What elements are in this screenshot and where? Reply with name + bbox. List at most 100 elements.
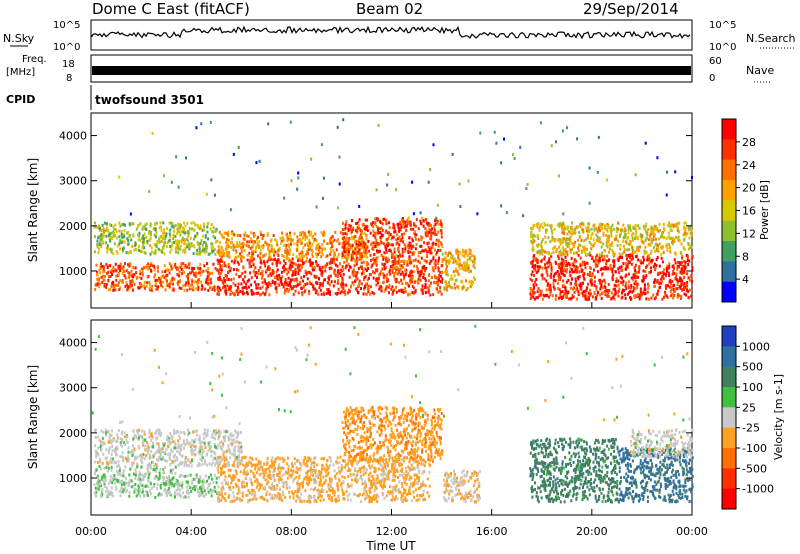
- data-cell: [224, 450, 227, 454]
- data-cell: [631, 233, 633, 237]
- data-cell: [313, 287, 316, 291]
- data-cell: [383, 251, 386, 255]
- power-data: [93, 118, 694, 301]
- data-cell: [605, 241, 608, 245]
- data-cell: [297, 269, 300, 273]
- data-cell: [411, 290, 414, 294]
- data-cell: [245, 291, 248, 295]
- data-cell: [380, 235, 383, 239]
- data-cell: [685, 221, 687, 225]
- data-cell: [425, 267, 428, 270]
- data-cell: [259, 286, 262, 290]
- data-cell: [199, 242, 202, 245]
- data-cell: [582, 245, 585, 249]
- data-cell: [602, 231, 605, 235]
- data-cell: [127, 446, 130, 450]
- data-cell: [217, 269, 220, 273]
- data-cell: [119, 279, 122, 283]
- data-cell: [291, 257, 294, 261]
- data-cell: [555, 248, 558, 251]
- data-cell: [160, 431, 163, 435]
- data-cell: [164, 237, 167, 241]
- data-cell: [127, 285, 130, 289]
- data-cell: [404, 268, 407, 272]
- data-cell: [347, 262, 350, 266]
- data-cell: [610, 230, 613, 234]
- data-cell: [630, 229, 632, 233]
- data-cell: [364, 250, 367, 254]
- data-cell: [641, 235, 643, 239]
- data-cell: [537, 267, 540, 271]
- data-cell: [190, 449, 193, 453]
- data-cell: [168, 271, 171, 275]
- data-cell: [143, 246, 146, 250]
- data-cell: [122, 456, 125, 459]
- data-cell: [271, 262, 274, 266]
- data-cell: [150, 438, 153, 442]
- data-cell: [104, 456, 107, 460]
- data-cell: [587, 252, 590, 256]
- data-cell: [110, 285, 113, 289]
- data-cell: [435, 238, 438, 242]
- data-cell: [112, 288, 115, 292]
- data-cell: [567, 245, 570, 249]
- data-cell: [128, 235, 131, 239]
- data-cell: [400, 259, 403, 263]
- data-cell: [409, 281, 412, 285]
- data-cell: [182, 446, 185, 450]
- data-cell: [590, 227, 593, 231]
- data-cell: [568, 263, 571, 267]
- data-cell: [369, 285, 372, 289]
- data-cell: [604, 285, 607, 289]
- data-cell: [153, 264, 156, 268]
- data-cell: [233, 258, 236, 262]
- data-cell: [231, 444, 234, 447]
- data-cell: [249, 259, 252, 262]
- data-cell: [467, 179, 470, 183]
- data-cell: [110, 434, 113, 438]
- data-cell: [193, 429, 196, 433]
- data-cell: [101, 487, 104, 491]
- data-cell: [402, 222, 405, 226]
- data-cell: [387, 242, 390, 246]
- data-cell: [270, 246, 273, 250]
- data-cell: [296, 248, 299, 252]
- data-cell: [156, 241, 158, 245]
- data-cell: [316, 264, 319, 268]
- data-cell: [613, 237, 616, 241]
- data-cell: [656, 256, 659, 259]
- data-cell: [603, 265, 606, 269]
- data-cell: [338, 242, 341, 246]
- data-cell: [231, 438, 234, 442]
- data-cell: [601, 251, 604, 255]
- data-cell: [422, 224, 425, 228]
- data-cell: [617, 294, 620, 298]
- data-cell: [685, 254, 688, 257]
- data-cell: [562, 269, 564, 273]
- data-cell: [440, 241, 443, 245]
- data-cell: [146, 463, 149, 467]
- data-cell: [536, 260, 539, 264]
- data-cell: [253, 280, 256, 284]
- data-cell: [106, 250, 109, 254]
- data-cell: [125, 251, 128, 255]
- data-cell: [591, 255, 594, 259]
- data-cell: [375, 283, 378, 287]
- data-cell: [636, 246, 639, 249]
- data-cell: [227, 438, 230, 442]
- data-cell: [437, 244, 440, 248]
- data-cell: [529, 286, 532, 290]
- data-cell: [140, 435, 143, 439]
- data-cell: [203, 225, 206, 229]
- data-cell: [419, 278, 422, 282]
- data-cell: [634, 250, 637, 254]
- data-cell: [236, 285, 239, 289]
- data-cell: [249, 246, 252, 250]
- data-cell: [274, 286, 277, 290]
- data-cell: [261, 281, 264, 285]
- data-cell: [371, 263, 374, 267]
- data-cell: [574, 279, 577, 283]
- data-cell: [572, 295, 575, 299]
- data-cell: [307, 251, 309, 255]
- data-cell: [586, 236, 589, 240]
